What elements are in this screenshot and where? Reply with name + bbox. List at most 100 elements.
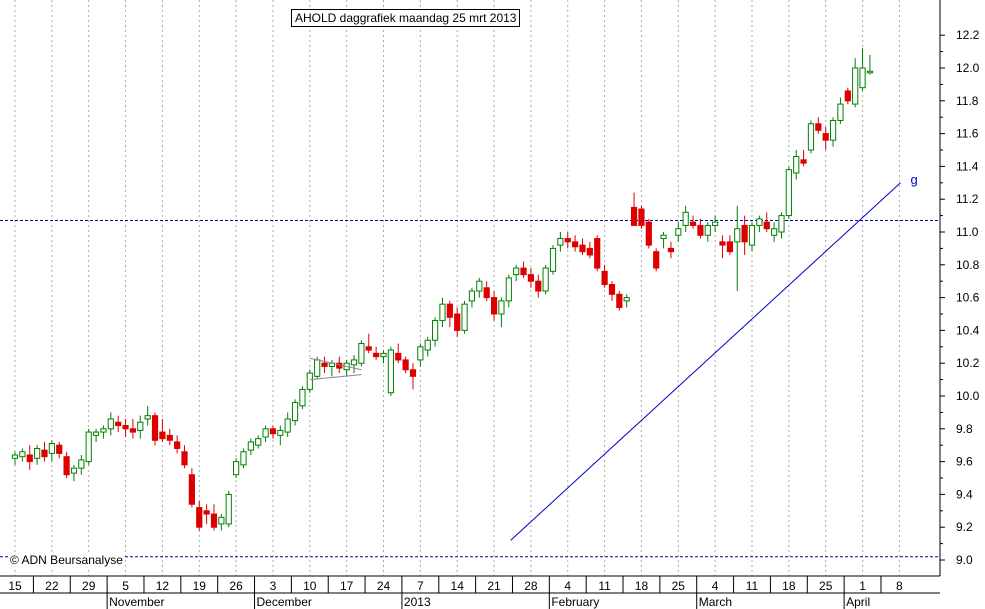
candle-body — [439, 303, 446, 322]
candle-body — [225, 493, 232, 525]
candle-body — [380, 352, 387, 358]
candle-body — [675, 228, 682, 236]
candles — [11, 48, 874, 531]
x-tick-label: 4 — [564, 579, 571, 593]
y-tick-label: 9.6 — [956, 455, 973, 469]
candle-body — [653, 251, 660, 269]
candle-body — [92, 431, 100, 436]
candle-body — [490, 297, 498, 315]
candle-body — [188, 474, 195, 505]
candle-body — [712, 221, 719, 226]
candle-body — [513, 267, 520, 276]
candle-body — [107, 418, 114, 430]
candle-body — [34, 447, 41, 459]
candle-body — [572, 241, 579, 248]
y-tick-label: 9.0 — [956, 553, 973, 567]
candle-body — [527, 274, 534, 282]
candle-body — [704, 224, 711, 236]
candle-body — [734, 228, 741, 243]
candle-body — [645, 221, 652, 246]
candle-body — [866, 70, 874, 74]
candle-body — [181, 451, 188, 466]
candle-body — [793, 156, 800, 174]
candle-body — [129, 428, 137, 433]
y-tick-label: 10.2 — [956, 356, 980, 370]
x-tick-label: 19 — [193, 579, 207, 593]
candle-body — [623, 297, 630, 302]
month-label: December — [257, 595, 312, 609]
y-tick-label: 11.6 — [956, 127, 979, 141]
y-tick-label: 12.0 — [956, 61, 980, 75]
x-tick-label: 25 — [819, 579, 833, 593]
x-tick-label: 15 — [8, 579, 22, 593]
candle-body — [542, 267, 549, 292]
candle-body — [424, 339, 431, 351]
y-tick-label: 11.2 — [956, 192, 979, 206]
candle-body — [616, 293, 623, 308]
candle-body — [852, 67, 859, 105]
candle-body — [255, 438, 262, 446]
x-tick-label: 17 — [340, 579, 354, 593]
candle-body — [269, 428, 277, 435]
candle-body — [48, 443, 55, 454]
candle-body — [402, 359, 409, 371]
candle-body — [454, 313, 461, 331]
x-axis-ticks: 15 22 29 5 12 19 26 3 10 17 24 7 14 21 28 4 11 18 25 4 11 18 2… — [8, 576, 903, 609]
copyright-label: © ADN Beursanalyse — [10, 553, 123, 567]
trendline: g — [309, 172, 918, 541]
candle-body — [800, 159, 807, 164]
trendline-line — [510, 182, 901, 541]
candle-body — [19, 451, 26, 458]
axes — [0, 0, 941, 594]
x-tick-label: 1 — [859, 579, 866, 593]
x-tick-label: 5 — [122, 579, 129, 593]
candle-body — [100, 428, 107, 433]
candle-body — [660, 234, 667, 240]
candle-body — [815, 123, 822, 131]
candle-body — [203, 510, 210, 515]
candle-body — [291, 402, 299, 422]
candle-body — [468, 290, 476, 302]
candle-body — [137, 421, 144, 431]
candle-body — [594, 238, 601, 269]
month-label: April — [846, 595, 870, 609]
month-label: February — [551, 595, 599, 609]
candle-body — [719, 241, 726, 246]
y-tick-label: 9.8 — [956, 422, 973, 436]
candle-body — [395, 352, 402, 361]
candle-body — [277, 429, 284, 436]
x-tick-label: 25 — [672, 579, 686, 593]
candle-body — [144, 415, 151, 420]
candle-body — [373, 352, 380, 358]
candle-body — [807, 123, 815, 151]
candle-body — [483, 287, 490, 299]
candle-body — [844, 90, 851, 102]
y-tick-label: 9.4 — [956, 487, 973, 501]
pattern-line — [309, 357, 362, 371]
y-tick-label: 11.4 — [956, 159, 979, 173]
trendline-label: g — [911, 172, 918, 187]
candle-body — [151, 415, 159, 441]
candle-body — [505, 277, 512, 302]
y-tick-label: 10.0 — [956, 389, 980, 403]
candle-body — [697, 224, 704, 236]
candle-body — [387, 349, 394, 394]
month-label: November — [109, 595, 164, 609]
candle-body — [763, 221, 770, 230]
candle-body — [837, 103, 844, 121]
candle-body — [314, 359, 321, 377]
candle-body — [564, 238, 571, 243]
candle-body — [166, 434, 173, 441]
month-label: March — [699, 595, 732, 609]
candle-body — [741, 224, 748, 243]
candle-body — [321, 362, 328, 367]
candle-body — [56, 444, 63, 454]
candle-body — [535, 280, 542, 292]
candle-body — [85, 431, 92, 463]
month-label: 2013 — [404, 595, 431, 609]
candle-body — [630, 206, 638, 226]
candle-body — [748, 224, 756, 246]
y-tick-label: 11.8 — [956, 94, 979, 108]
candle-body — [778, 215, 785, 233]
candle-body — [461, 303, 468, 331]
